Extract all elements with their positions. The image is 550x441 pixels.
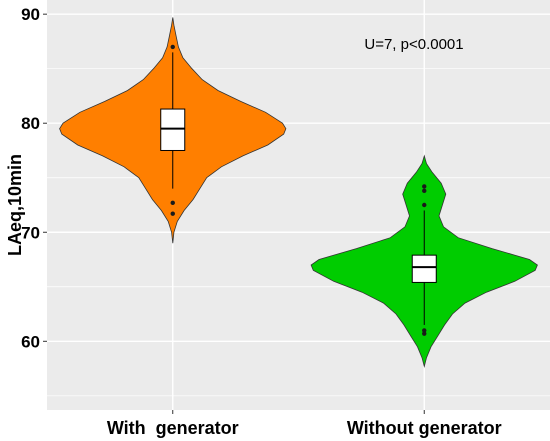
violins — [59, 17, 538, 368]
outlier-point — [422, 328, 427, 333]
outlier-point — [422, 331, 427, 336]
box-iqr — [411, 254, 437, 283]
outlier-point — [422, 184, 427, 189]
x-category-label: With generator — [107, 418, 239, 438]
y-tick-label: 90 — [21, 5, 40, 24]
outlier-point — [422, 188, 427, 194]
x-category-label: Without generator — [347, 418, 502, 438]
y-tick-label: 70 — [21, 223, 40, 242]
outlier-point — [422, 202, 427, 208]
y-tick-label: 80 — [21, 114, 40, 133]
outlier-point — [170, 200, 175, 206]
violin-group — [59, 17, 287, 244]
y-tick-label: 60 — [21, 332, 40, 351]
y-axis-label: LAeq,10min — [5, 154, 25, 256]
plot-panel — [47, 0, 550, 410]
violin-group — [310, 154, 538, 368]
outlier-point — [170, 44, 175, 50]
box-iqr — [160, 108, 186, 151]
outlier-point — [170, 211, 175, 216]
x-axis: With generator Without generator — [107, 410, 502, 438]
y-axis: 60 70 80 90 — [21, 5, 47, 351]
test-annotation: U=7, p<0.0001 — [364, 36, 463, 53]
